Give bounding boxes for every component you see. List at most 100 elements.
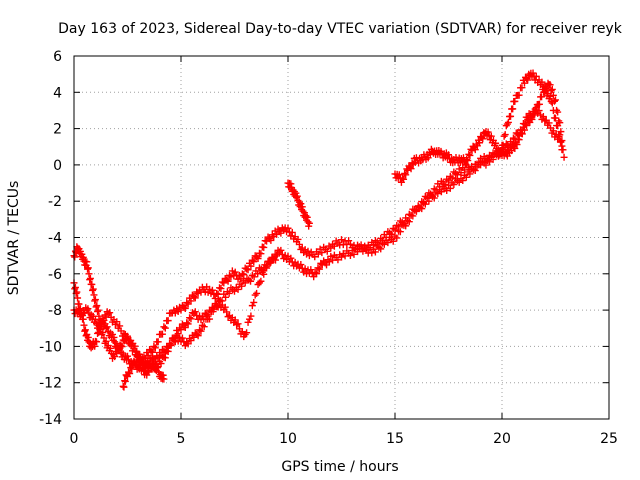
- x-tick-label: 10: [279, 431, 297, 447]
- data-point-track-A: [368, 249, 376, 257]
- data-point-track-E: [298, 203, 306, 211]
- y-tick-label: -4: [48, 231, 62, 247]
- data-point-track-B: [277, 246, 285, 254]
- data-point-track-A: [257, 250, 265, 258]
- x-tick-label: 5: [177, 431, 186, 447]
- data-point-track-A: [338, 236, 345, 244]
- data-point-track-B: [395, 223, 403, 231]
- data-point-track-B: [314, 264, 322, 272]
- data-point-track-A: [443, 186, 451, 194]
- data-point-track-B: [370, 241, 378, 249]
- data-point-track-D: [407, 165, 415, 173]
- data-point-track-B: [545, 119, 553, 127]
- data-point-track-A: [110, 333, 118, 341]
- data-point-track-F: [126, 370, 134, 378]
- data-point-track-A: [91, 297, 99, 305]
- data-point-track-E: [304, 218, 312, 226]
- data-point-track-F: [131, 358, 139, 366]
- data-point-track-A: [546, 92, 554, 100]
- y-tick-label: -12: [39, 376, 62, 392]
- data-point-track-A: [284, 224, 292, 232]
- y-tick-label: -8: [48, 303, 62, 319]
- data-point-track-B: [473, 163, 481, 171]
- data-point-track-F: [153, 364, 161, 372]
- data-point-track-C: [138, 355, 146, 363]
- data-point-track-B: [248, 302, 256, 310]
- data-point-track-A: [529, 69, 537, 77]
- data-point-track-B: [233, 321, 241, 329]
- data-point-track-F: [119, 382, 127, 390]
- data-point-track-A: [86, 276, 94, 284]
- data-point-track-F: [125, 368, 133, 376]
- data-point-track-C: [102, 337, 110, 345]
- data-point-track-A: [384, 239, 392, 247]
- data-point-track-A: [213, 289, 221, 297]
- data-point-track-A: [247, 262, 255, 270]
- x-tick-label: 0: [70, 431, 79, 447]
- data-point-track-D: [527, 114, 535, 122]
- data-point-track-A: [323, 247, 331, 255]
- data-point-track-A: [377, 245, 385, 253]
- data-point-track-D: [471, 146, 479, 154]
- data-point-track-A: [224, 277, 232, 285]
- data-point-track-B: [113, 318, 121, 326]
- data-point-track-C: [231, 287, 238, 295]
- data-point-track-D: [484, 128, 492, 136]
- data-point-track-C: [131, 342, 139, 350]
- data-point-track-D: [463, 155, 471, 163]
- data-point-track-A: [154, 338, 162, 346]
- data-point-track-A: [208, 286, 216, 294]
- data-point-track-B: [436, 183, 444, 191]
- data-point-track-A: [446, 184, 454, 192]
- data-point-track-B: [73, 288, 81, 296]
- data-point-track-B: [325, 258, 333, 266]
- data-point-track-B: [231, 316, 239, 324]
- data-point-track-B: [482, 161, 490, 169]
- data-point-track-C: [273, 250, 281, 258]
- data-point-track-B: [412, 207, 420, 215]
- data-point-track-A: [523, 75, 531, 83]
- data-point-track-A: [260, 243, 268, 251]
- data-point-track-C: [194, 332, 202, 340]
- data-point-track-B: [257, 277, 265, 285]
- data-point-track-D: [445, 151, 452, 159]
- data-point-track-B: [186, 314, 194, 322]
- data-point-track-A: [560, 153, 568, 161]
- data-point-track-B: [455, 165, 463, 173]
- grid-lines: [74, 56, 609, 419]
- data-point-track-D: [402, 171, 410, 179]
- data-point-track-B: [391, 226, 399, 234]
- data-point-track-B: [74, 294, 82, 302]
- data-point-track-A: [94, 306, 102, 314]
- data-point-track-D: [398, 174, 406, 182]
- data-point-track-D: [532, 106, 540, 114]
- data-point-track-C: [197, 327, 205, 335]
- x-tick-label: 20: [493, 431, 511, 447]
- data-point-track-F: [121, 377, 129, 385]
- data-point-track-F: [138, 363, 146, 371]
- data-point-track-A: [327, 244, 335, 252]
- data-point-track-B: [184, 320, 192, 328]
- data-point-track-B: [251, 291, 259, 299]
- data-point-track-B: [187, 315, 195, 323]
- data-point-track-A: [305, 252, 313, 260]
- data-point-track-B: [244, 318, 252, 326]
- data-point-track-B: [307, 266, 315, 274]
- data-point-track-A: [450, 181, 458, 189]
- data-point-track-A: [455, 178, 463, 186]
- data-point-track-B: [71, 283, 79, 291]
- data-point-track-B: [539, 113, 547, 121]
- data-point-track-A: [311, 253, 319, 261]
- data-point-track-A: [254, 255, 262, 263]
- data-point-track-D: [476, 139, 484, 147]
- data-point-track-C: [196, 326, 204, 334]
- data-point-track-B: [311, 268, 319, 276]
- data-point-track-A: [250, 258, 258, 266]
- data-point-track-C: [157, 351, 165, 359]
- data-point-track-A: [501, 131, 509, 139]
- data-point-track-A: [389, 237, 397, 245]
- data-point-track-A: [434, 190, 442, 198]
- data-point-track-B: [509, 134, 517, 142]
- data-point-track-A: [71, 253, 79, 261]
